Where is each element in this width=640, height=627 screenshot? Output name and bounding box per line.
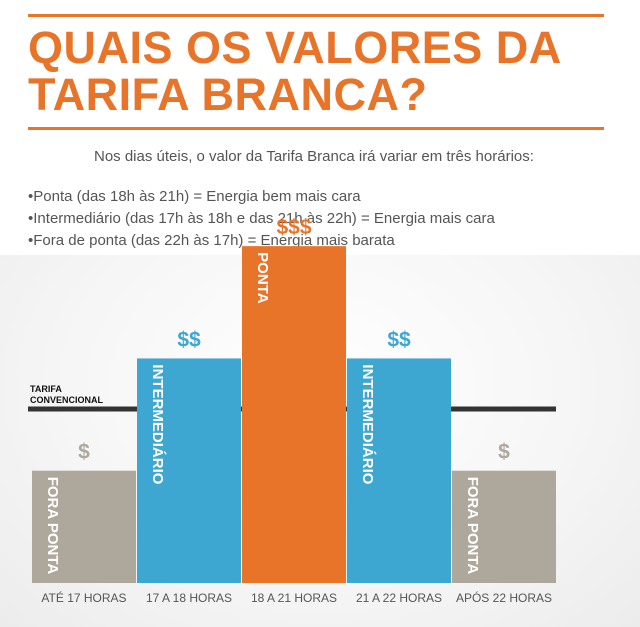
bar — [452, 470, 556, 583]
price-label: $$$ — [276, 216, 311, 239]
intro-text: Nos dias úteis, o valor da Tarifa Branca… — [94, 148, 534, 165]
bullet-fora-ponta: Fora de ponta (das 22h às 17h) = Energia… — [28, 230, 495, 252]
title-line-2: TARIFA BRANCA? — [28, 69, 428, 120]
category-label: APÓS 22 HORAS — [456, 590, 552, 605]
price-label: $$ — [177, 328, 201, 351]
bar-label: FORA PONTA — [44, 477, 61, 575]
bar-label: PONTA — [254, 252, 271, 304]
bar-label: INTERMEDIÁRIO — [149, 364, 166, 484]
bar — [137, 358, 241, 583]
page-title: QUAIS OS VALORES DA TARIFA BRANCA? — [28, 24, 618, 118]
reference-line-label: CONVENCIONAL — [30, 395, 104, 405]
tariff-periods-list: Ponta (das 18h às 21h) = Energia bem mai… — [28, 186, 495, 252]
price-label: $$ — [387, 328, 411, 351]
category-label: 21 A 22 HORAS — [356, 591, 442, 605]
bottom-rule — [28, 127, 604, 130]
bar — [32, 470, 136, 583]
price-label: $ — [78, 441, 90, 464]
category-label: ATÉ 17 HORAS — [41, 590, 126, 605]
bar-label: FORA PONTA — [464, 477, 481, 575]
bar-label: INTERMEDIÁRIO — [359, 364, 376, 484]
bullet-ponta: Ponta (das 18h às 21h) = Energia bem mai… — [28, 186, 495, 208]
bullet-intermediario: Intermediário (das 17h às 18h e das 21h … — [28, 208, 495, 230]
bar — [347, 358, 451, 583]
price-label: $ — [498, 441, 510, 464]
title-line-1: QUAIS OS VALORES DA — [28, 22, 562, 73]
top-rule — [28, 14, 604, 17]
category-label: 18 A 21 HORAS — [251, 591, 337, 605]
bar — [242, 246, 346, 583]
reference-line-label: TARIFA — [30, 384, 62, 394]
category-label: 17 A 18 HORAS — [146, 591, 232, 605]
